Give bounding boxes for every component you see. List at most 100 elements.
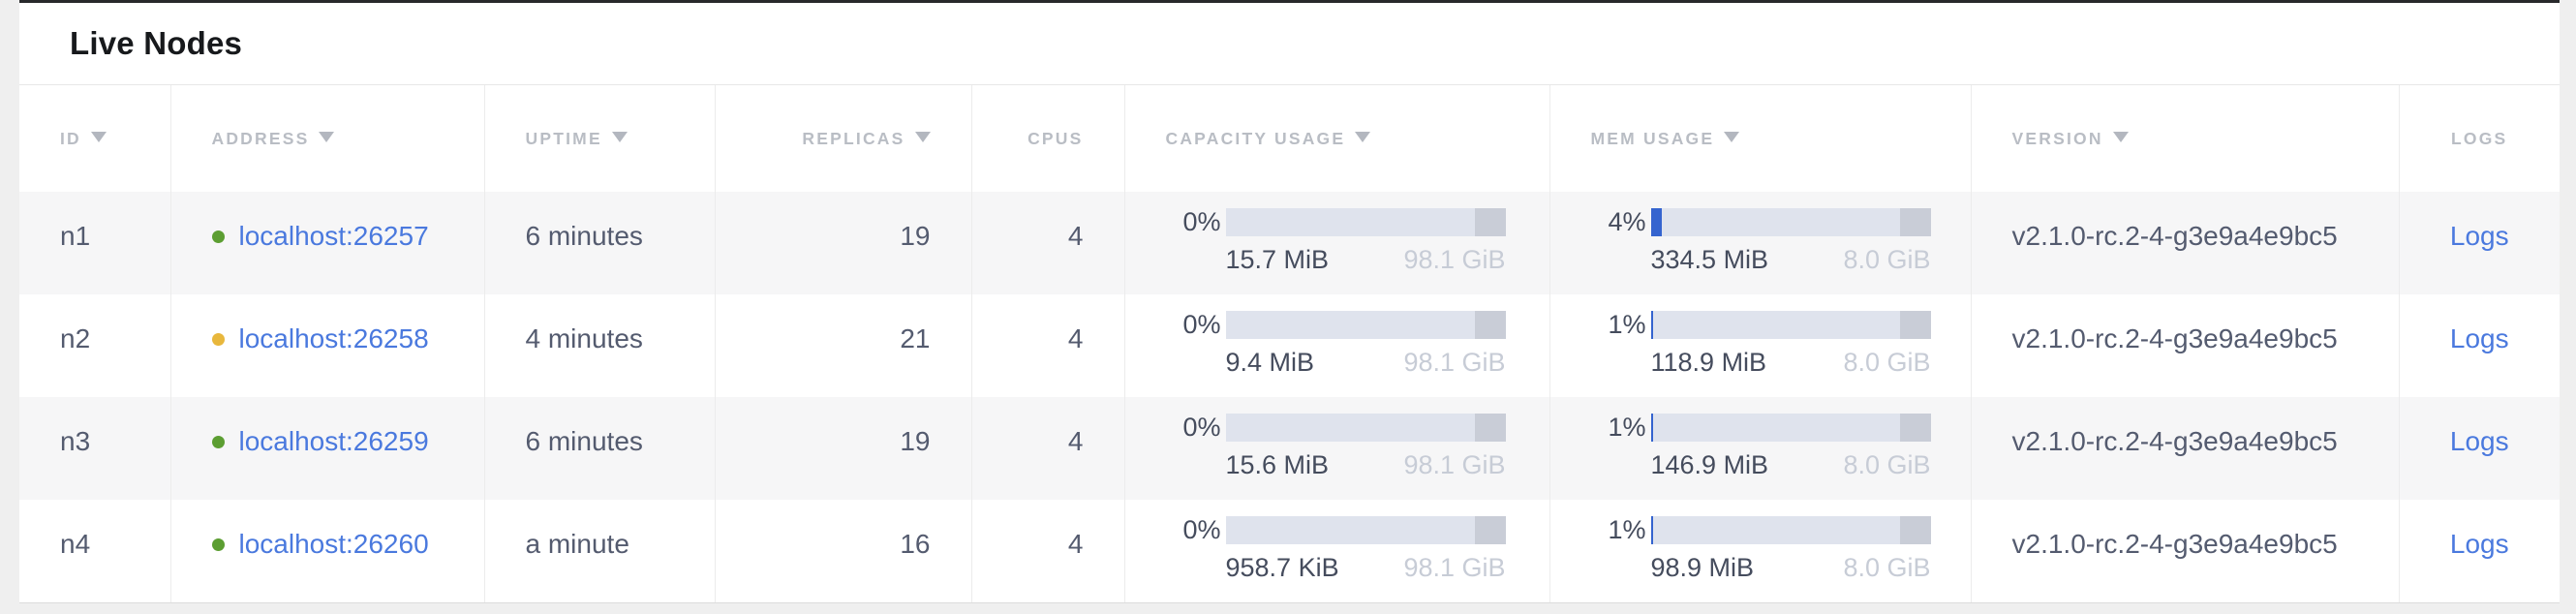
node-address-link[interactable]: localhost:26257: [238, 221, 429, 251]
sort-descending-icon: [90, 132, 107, 143]
mem-total-value: 8.0 GiB: [1843, 244, 1931, 274]
column-header-uptime[interactable]: UPTIME: [483, 85, 715, 192]
version-cell: v2.1.0-rc.2-4-g3e9a4e9bc5: [1970, 294, 2399, 397]
logs-link[interactable]: Logs: [2449, 323, 2509, 353]
mem-percent: 1%: [1608, 309, 1646, 339]
mem-used-value: 98.9 MiB: [1650, 552, 1755, 582]
cpus-cell: 4: [970, 397, 1124, 500]
mem-total-value: 8.0 GiB: [1843, 449, 1931, 479]
capacity-usage-cell: 0% 15.7 MiB 98.1 GiB: [1123, 192, 1549, 294]
logs-link[interactable]: Logs: [2449, 426, 2509, 456]
node-id-cell: n1: [60, 221, 91, 251]
column-header-mem-usage[interactable]: MEM USAGE: [1549, 85, 1971, 192]
sort-descending-icon: [611, 132, 628, 143]
capacity-percent: 0%: [1182, 206, 1221, 236]
mem-used-value: 146.9 MiB: [1650, 449, 1769, 479]
capacity-usage-cell: 0% 15.6 MiB 98.1 GiB: [1123, 397, 1549, 500]
mem-total-value: 8.0 GiB: [1843, 552, 1931, 582]
reserved-mem-segment: [1899, 310, 1931, 339]
logs-link[interactable]: Logs: [2449, 221, 2509, 251]
capacity-usage-bar: [1225, 413, 1506, 442]
mem-usage-cell: 1% 98.9 MiB 8.0 GiB: [1549, 500, 1971, 602]
mem-usage-bar: [1650, 413, 1931, 442]
sort-descending-icon: [1355, 132, 1371, 143]
capacity-total-value: 98.1 GiB: [1403, 244, 1506, 274]
reserved-mem-segment: [1899, 207, 1931, 236]
node-address-cell: localhost:26258: [169, 294, 484, 397]
reserved-capacity-segment: [1474, 207, 1506, 236]
uptime-cell: 6 minutes: [483, 192, 715, 294]
version-cell: v2.1.0-rc.2-4-g3e9a4e9bc5: [1970, 397, 2399, 500]
sort-descending-icon: [319, 132, 335, 143]
reserved-mem-segment: [1899, 515, 1931, 544]
uptime-cell: 4 minutes: [483, 294, 715, 397]
section-header: Live Nodes: [19, 3, 2560, 85]
node-id-cell: n4: [60, 529, 91, 559]
node-status-healthy-icon: [211, 230, 225, 243]
capacity-usage-cell: 0% 958.7 KiB 98.1 GiB: [1123, 500, 1549, 602]
replicas-cell: 19: [714, 397, 971, 500]
replicas-cell: 19: [714, 192, 971, 294]
live-nodes-card: Live Nodes ID ADDRESS UPTIME REPLICAS CP…: [19, 0, 2560, 603]
mem-usage-cell: 1% 118.9 MiB 8.0 GiB: [1549, 294, 1971, 397]
mem-percent: 1%: [1608, 514, 1646, 544]
logs-cell: Logs: [2398, 192, 2560, 294]
replicas-cell: 16: [714, 500, 971, 602]
column-header-cpus: CPUS: [970, 85, 1124, 192]
cpus-cell: 4: [970, 192, 1124, 294]
reserved-capacity-segment: [1474, 310, 1506, 339]
node-address-link[interactable]: localhost:26260: [238, 529, 429, 559]
table-row: n2 localhost:26258 4 minutes 21 4 0%: [19, 294, 2560, 397]
capacity-percent: 0%: [1182, 309, 1221, 339]
version-cell: v2.1.0-rc.2-4-g3e9a4e9bc5: [1970, 192, 2399, 294]
reserved-mem-segment: [1899, 413, 1931, 442]
live-nodes-table: ID ADDRESS UPTIME REPLICAS CPUS CAPACITY…: [19, 85, 2560, 602]
node-id-cell: n2: [60, 323, 91, 353]
sort-descending-icon: [2112, 132, 2129, 143]
mem-percent: 4%: [1608, 206, 1646, 236]
capacity-usage-cell: 0% 9.4 MiB 98.1 GiB: [1123, 294, 1549, 397]
sort-descending-icon: [914, 132, 931, 143]
node-status-suspect-icon: [211, 332, 225, 346]
sort-descending-icon: [1724, 132, 1740, 143]
uptime-cell: a minute: [483, 500, 715, 602]
capacity-usage-bar: [1225, 310, 1506, 339]
capacity-usage-bar: [1225, 515, 1506, 544]
mem-usage-cell: 1% 146.9 MiB 8.0 GiB: [1549, 397, 1971, 500]
node-id-cell: n3: [60, 426, 91, 456]
logs-link[interactable]: Logs: [2449, 529, 2509, 559]
capacity-used-value: 958.7 KiB: [1225, 552, 1339, 582]
version-cell: v2.1.0-rc.2-4-g3e9a4e9bc5: [1970, 500, 2399, 602]
capacity-total-value: 98.1 GiB: [1403, 552, 1506, 582]
column-header-capacity-usage[interactable]: CAPACITY USAGE: [1123, 85, 1549, 192]
cpus-cell: 4: [970, 294, 1124, 397]
node-address-cell: localhost:26259: [169, 397, 484, 500]
capacity-used-value: 15.6 MiB: [1225, 449, 1330, 479]
logs-cell: Logs: [2398, 397, 2560, 500]
reserved-capacity-segment: [1474, 413, 1506, 442]
table-header-row: ID ADDRESS UPTIME REPLICAS CPUS CAPACITY…: [19, 85, 2560, 192]
node-status-healthy-icon: [211, 435, 225, 448]
capacity-usage-bar: [1225, 207, 1506, 236]
node-address-cell: localhost:26257: [169, 192, 484, 294]
mem-usage-cell: 4% 334.5 MiB 8.0 GiB: [1549, 192, 1971, 294]
capacity-total-value: 98.1 GiB: [1403, 347, 1506, 377]
capacity-used-value: 15.7 MiB: [1225, 244, 1330, 274]
capacity-total-value: 98.1 GiB: [1403, 449, 1506, 479]
column-header-address[interactable]: ADDRESS: [169, 85, 484, 192]
cpus-cell: 4: [970, 500, 1124, 602]
column-header-id[interactable]: ID: [19, 85, 170, 192]
column-header-replicas[interactable]: REPLICAS: [714, 85, 971, 192]
table-row: n4 localhost:26260 a minute 16 4 0%: [19, 500, 2560, 602]
node-address-link[interactable]: localhost:26259: [238, 426, 429, 456]
logs-cell: Logs: [2398, 500, 2560, 602]
column-header-version[interactable]: VERSION: [1970, 85, 2399, 192]
logs-cell: Logs: [2398, 294, 2560, 397]
node-address-link[interactable]: localhost:26258: [238, 323, 429, 353]
reserved-capacity-segment: [1474, 515, 1506, 544]
mem-usage-bar: [1650, 207, 1931, 236]
uptime-cell: 6 minutes: [483, 397, 715, 500]
mem-usage-bar: [1650, 310, 1931, 339]
node-status-healthy-icon: [211, 537, 225, 551]
replicas-cell: 21: [714, 294, 971, 397]
